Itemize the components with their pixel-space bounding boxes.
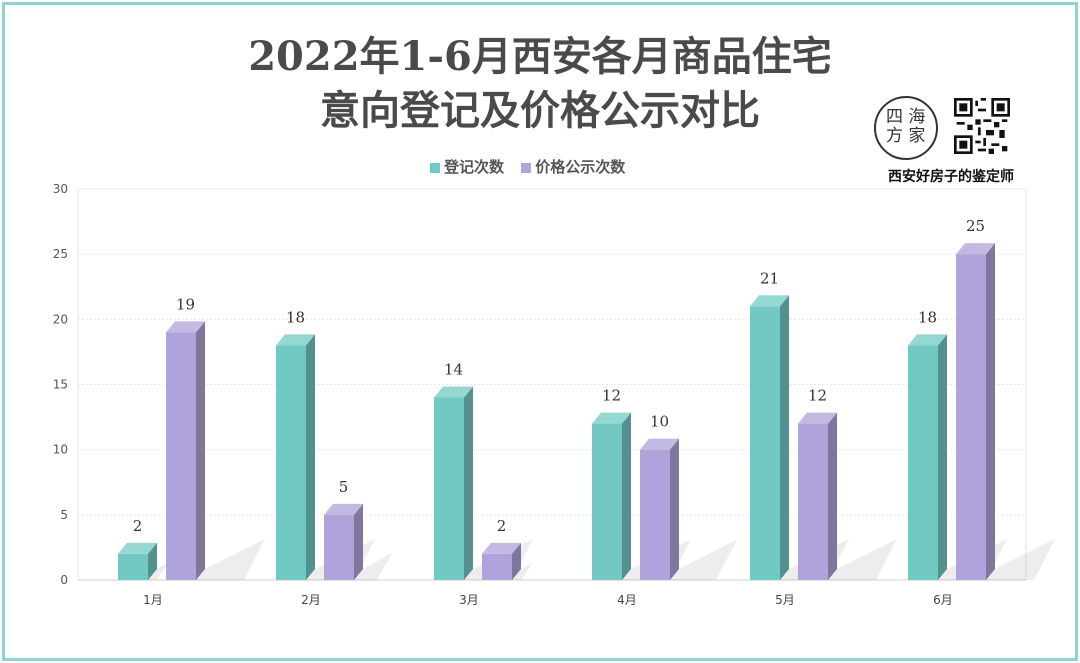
y-tick-label: 20 [53,312,68,326]
bar-top [956,243,995,255]
y-tick-label: 10 [53,443,68,457]
y-tick-label: 25 [53,247,68,261]
x-tick-label: 2月 [301,593,321,607]
bar-shadow [828,539,897,580]
y-tick-label: 0 [60,573,68,587]
legend-label-series1: 登记次数 [444,158,505,176]
bar-shadow [986,539,1055,580]
legend-label-series2: 价格公示次数 [535,158,626,176]
qr-code-icon [954,98,1010,154]
bar-top [434,386,473,398]
bar-shadow [148,562,169,580]
data-label: 2 [497,517,507,535]
x-tick-label: 6月 [933,593,953,607]
bar-top [798,412,837,424]
bar-top [166,321,205,333]
bar-top [640,438,679,450]
chart-legend: 登记次数 价格公示次数 [430,156,637,177]
bar-top [592,412,631,424]
y-tick-label: 5 [60,508,68,522]
bar-top [908,334,947,346]
data-label: 21 [760,269,779,287]
bar-side [828,412,837,580]
bar [640,449,670,580]
data-label: 18 [918,308,937,326]
bar [798,423,828,580]
brand-tagline: 西安好房子的鉴定师 [888,169,1014,185]
bar [908,345,938,580]
bar-top [276,334,315,346]
x-tick-label: 3月 [459,593,479,607]
legend-swatch-series2 [521,162,532,173]
data-label: 18 [286,308,305,326]
bar-side [306,334,315,580]
bar-side [464,386,473,580]
legend-swatch-series1 [430,162,440,173]
bar-side [148,542,157,580]
bar-shadow [196,539,265,580]
bar-top [118,542,157,554]
logo-text: 四 海方 家 [886,107,926,146]
bar [956,254,986,580]
bar-side [986,243,995,580]
bar [592,423,622,580]
bar-shadow [670,539,738,580]
bar-shadow [512,562,533,580]
bar-side [938,334,947,580]
bar [750,306,780,580]
y-tick-label: 30 [53,182,68,196]
bar [118,553,148,580]
x-tick-label: 5月 [775,593,795,607]
bar [482,553,512,580]
bar-side [196,321,205,580]
brand-block: 四 海方 家 西安好房子的鉴定师 [862,92,1040,192]
bar-top [750,295,789,307]
data-label: 19 [176,295,195,313]
chart-title-line1: 2022年1-6月西安各月商品住宅 [248,33,832,80]
bar [166,332,196,580]
data-label: 25 [966,217,985,235]
bar [324,514,354,580]
bar-top [482,542,521,554]
bar-side [512,542,521,580]
bar-side [622,412,631,580]
x-tick-label: 4月 [617,593,637,607]
bar [276,345,306,580]
bar-side [354,503,363,580]
bar [434,397,464,580]
brand-logo: 四 海方 家 [874,96,938,160]
bar-side [780,295,789,580]
data-label: 14 [444,361,463,379]
data-label: 10 [650,413,669,431]
data-label: 12 [602,387,621,405]
data-label: 5 [339,478,349,496]
x-tick-label: 1月 [143,593,163,607]
bar-top [324,503,363,515]
legend-item-series2: 价格公示次数 [521,156,625,177]
bar-shadow [354,552,393,580]
y-tick-label: 15 [53,378,68,392]
chart-title-line2: 意向登记及价格公示对比 [320,87,760,134]
bar-side [670,438,679,580]
data-label: 2 [133,517,143,535]
legend-item-series1: 登记次数 [430,156,504,177]
data-label: 12 [808,387,827,405]
